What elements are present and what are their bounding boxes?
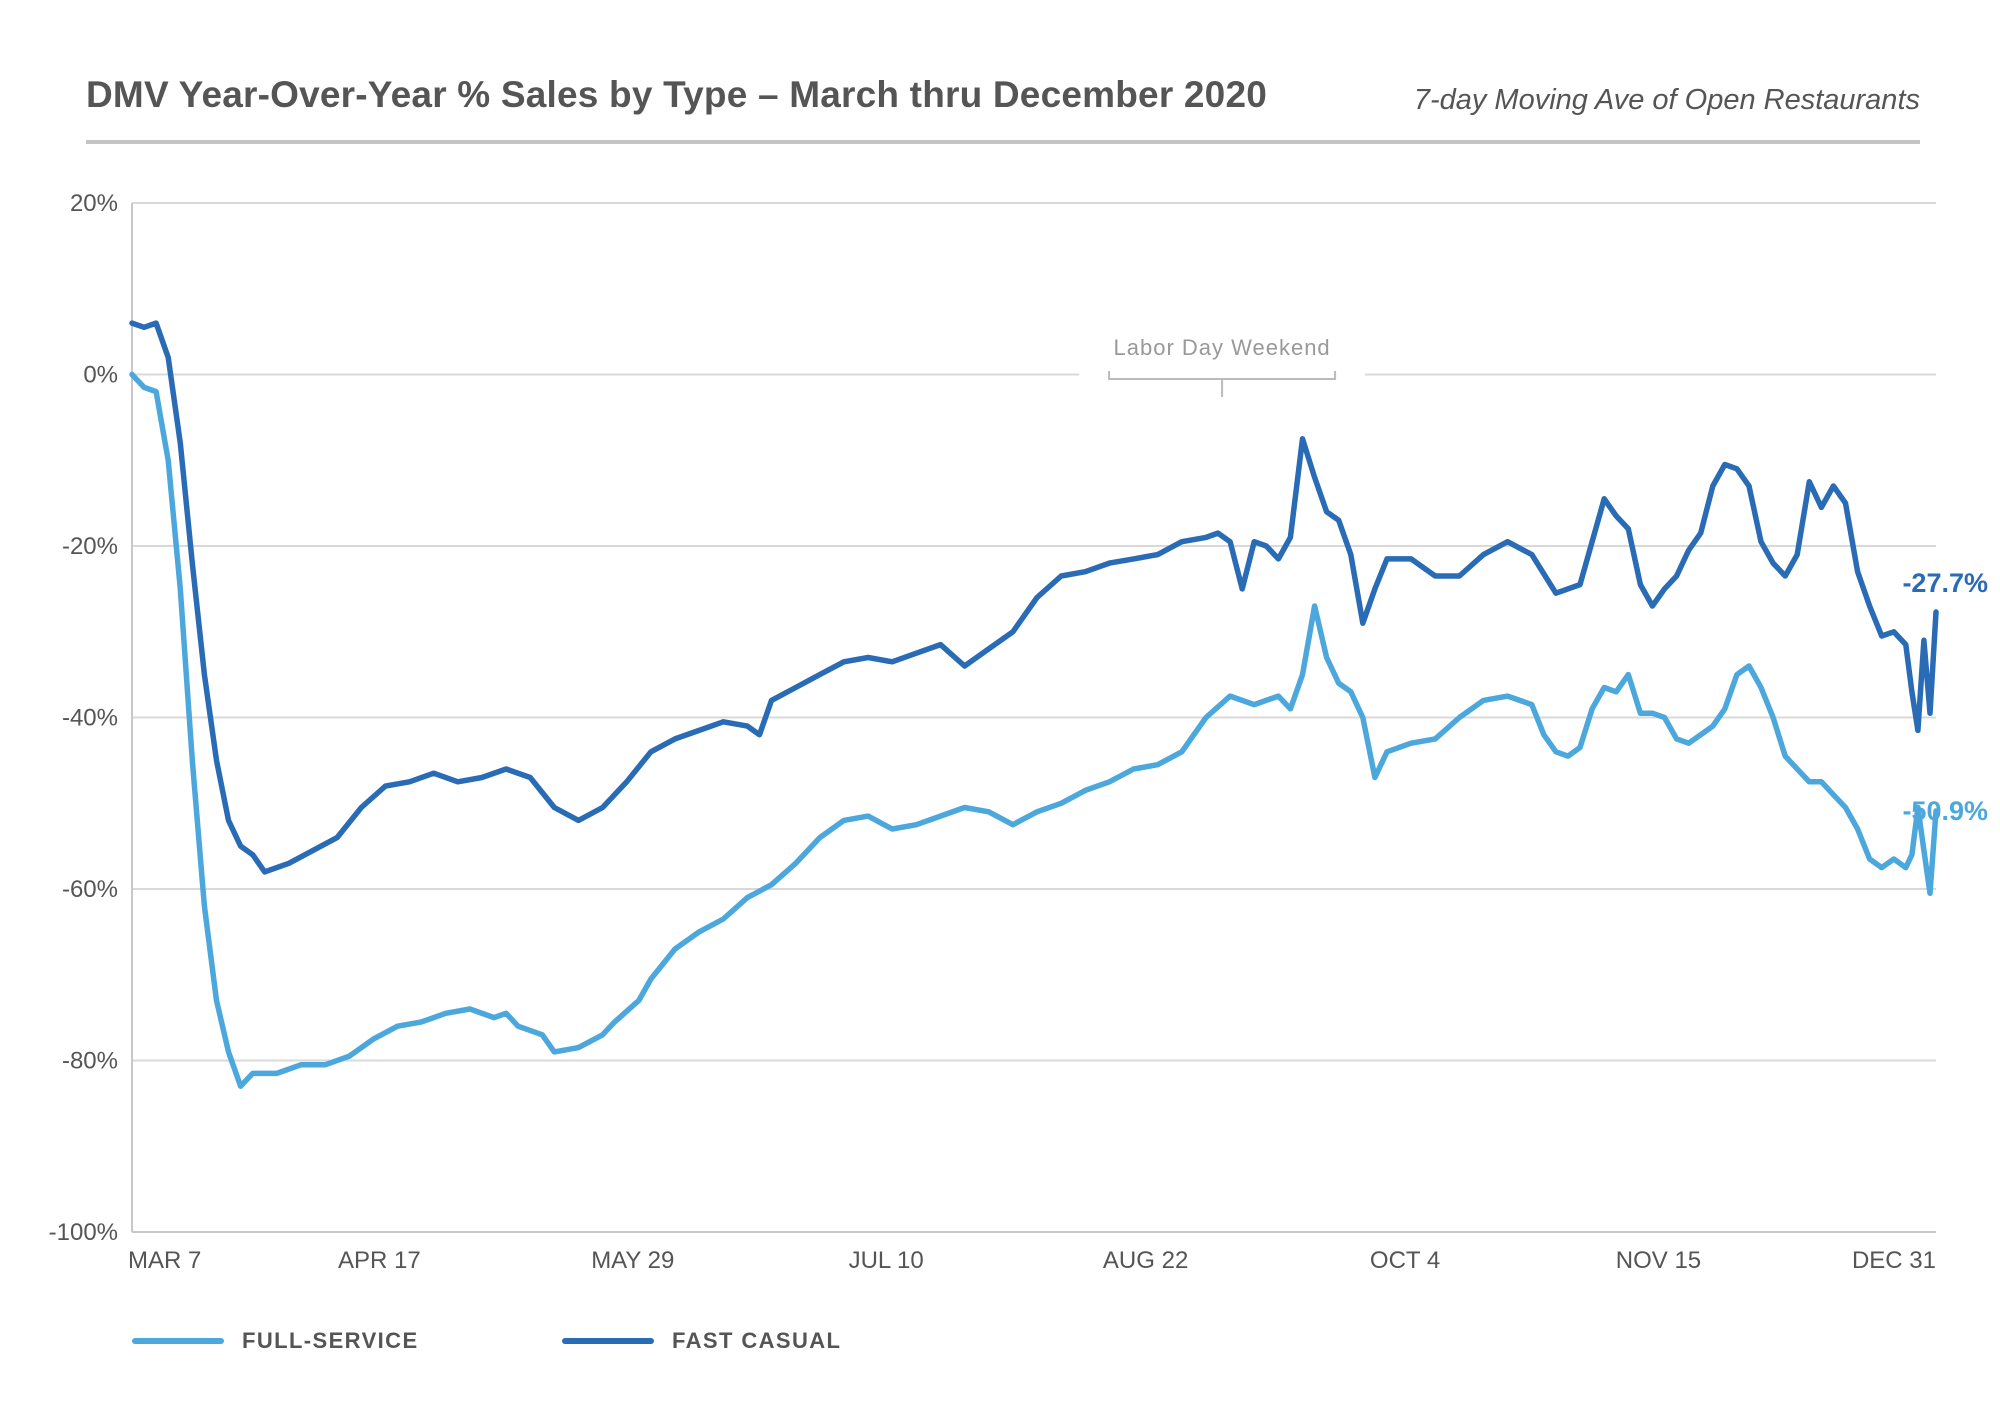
y-tick-label: 20% bbox=[70, 190, 118, 217]
axes: 20% 0% -20% -40% -60% -80% -100% MAR 7 APR 17 MAY… bbox=[49, 190, 1936, 1274]
x-tick-label: OCT 4 bbox=[1370, 1247, 1440, 1274]
x-tick-label: APR 17 bbox=[338, 1247, 421, 1274]
legend-item-full-service: FULL-SERVICE bbox=[132, 1326, 419, 1356]
legend-swatch-fast-casual bbox=[562, 1338, 654, 1344]
chart-title: DMV Year-Over-Year % Sales by Type – Mar… bbox=[86, 74, 1268, 115]
series-line-full-service bbox=[129, 371, 1939, 1089]
legend-swatch-full-service bbox=[132, 1338, 224, 1344]
end-label-fast-casual: -27.7% bbox=[1902, 568, 1988, 598]
legend-item-fast-casual: FAST CASUAL bbox=[562, 1326, 841, 1356]
end-label-layer: -50.9% -27.7% bbox=[1902, 568, 1988, 826]
y-tick-label: -40% bbox=[62, 705, 118, 732]
y-tick-label: -60% bbox=[62, 876, 118, 903]
legend-label-fast-casual: FAST CASUAL bbox=[672, 1328, 842, 1353]
series-line-fast-casual bbox=[129, 320, 1939, 875]
end-label-full-service: -50.9% bbox=[1902, 796, 1988, 826]
x-tick-label: MAR 7 bbox=[128, 1247, 201, 1274]
grid-lines bbox=[132, 202, 1936, 1062]
x-tick-label: MAY 29 bbox=[591, 1247, 674, 1274]
series-layer bbox=[129, 320, 1939, 1089]
y-tick-label: -100% bbox=[49, 1219, 118, 1246]
annotation-bracket bbox=[1108, 371, 1337, 397]
x-tick-label: AUG 22 bbox=[1103, 1247, 1188, 1274]
chart-subtitle: 7-day Moving Ave of Open Restaurants bbox=[1413, 84, 1920, 116]
annotation-layer: Labor Day Weekend bbox=[1079, 316, 1366, 398]
title-divider bbox=[86, 140, 1920, 144]
y-tick-label: 0% bbox=[83, 362, 118, 389]
x-tick-label: NOV 15 bbox=[1616, 1247, 1701, 1274]
y-tick-label: -80% bbox=[62, 1048, 118, 1075]
x-tick-label: JUL 10 bbox=[849, 1247, 924, 1274]
legend-label-full-service: FULL-SERVICE bbox=[242, 1328, 419, 1353]
y-tick-label: -20% bbox=[62, 533, 118, 560]
annotation-label: Labor Day Weekend bbox=[1114, 335, 1331, 360]
x-tick-label: DEC 31 bbox=[1852, 1247, 1936, 1274]
